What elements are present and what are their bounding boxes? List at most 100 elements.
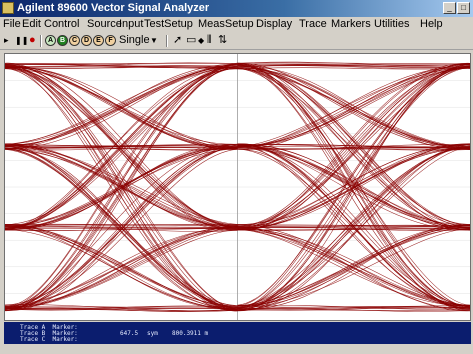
trace-c-button[interactable]: C xyxy=(69,35,80,46)
eye-trace xyxy=(5,224,238,307)
eye-trace xyxy=(237,148,470,150)
scale-icon[interactable]: ⫴ xyxy=(207,34,212,46)
eye-trace xyxy=(237,143,470,311)
menu-source[interactable]: Source xyxy=(87,18,122,30)
trace-c-marker-label: Trace C Marker: xyxy=(20,336,78,343)
eye-trace xyxy=(237,63,470,307)
eye-trace xyxy=(237,145,470,309)
menu-input[interactable]: Input xyxy=(119,18,144,30)
toolbar-separator xyxy=(40,35,42,47)
eye-diagram-display[interactable] xyxy=(4,53,471,321)
menu-control[interactable]: Control xyxy=(44,18,80,30)
eye-trace xyxy=(5,307,238,312)
eye-trace xyxy=(5,65,238,149)
trace-f-button[interactable]: F xyxy=(105,35,116,46)
mode-select-value[interactable]: Single xyxy=(119,34,150,46)
trace-b-marker-label: Trace B Marker: xyxy=(20,330,78,337)
eye-trace xyxy=(5,308,238,310)
eye-trace xyxy=(237,64,470,226)
eye-trace xyxy=(5,228,238,311)
eye-trace xyxy=(237,64,470,147)
eye-trace xyxy=(237,66,470,149)
eye-trace xyxy=(237,306,470,311)
eye-trace xyxy=(237,66,470,230)
menu-markers[interactable]: Markers xyxy=(331,18,371,30)
marker-readout-panel: Trace A Marker: Trace B Marker: Trace C … xyxy=(4,322,471,344)
eye-trace xyxy=(5,67,238,310)
eye-trace xyxy=(5,62,238,67)
eye-trace xyxy=(237,64,470,68)
menu-file[interactable]: File xyxy=(3,18,21,30)
eye-trace xyxy=(237,62,470,312)
trace-d-button[interactable]: D xyxy=(81,35,92,46)
marker-unit: sym xyxy=(147,330,158,337)
pointer-icon[interactable]: ➚ xyxy=(173,34,183,46)
marker-icon[interactable]: ◆ xyxy=(198,36,205,45)
eye-trace xyxy=(5,65,238,69)
eye-trace xyxy=(5,66,238,312)
eye-trace xyxy=(237,144,470,150)
eye-trace xyxy=(5,66,238,229)
menu-meassetup[interactable]: MeasSetup xyxy=(198,18,254,30)
eye-trace xyxy=(237,68,470,306)
eye-trace xyxy=(237,148,470,307)
marker-readout: 800.3911 m xyxy=(172,330,209,337)
eye-trace xyxy=(5,64,238,310)
eye-trace xyxy=(5,63,238,311)
play-icon[interactable]: ▸ xyxy=(4,35,9,45)
autoscale-icon[interactable]: ⇅ xyxy=(218,34,228,46)
trace-a-button[interactable]: A xyxy=(45,35,56,46)
eye-trace xyxy=(237,63,470,68)
eye-trace xyxy=(5,224,238,309)
maximize-icon[interactable]: □ xyxy=(457,2,470,14)
eye-trace xyxy=(5,147,238,227)
trace-e-button[interactable]: E xyxy=(93,35,104,46)
record-icon[interactable]: ● xyxy=(29,34,36,46)
eye-trace xyxy=(5,65,238,310)
eye-trace xyxy=(237,228,470,306)
eye-trace xyxy=(5,66,238,149)
eye-trace xyxy=(5,68,238,229)
eye-trace xyxy=(237,61,470,66)
eye-trace xyxy=(5,64,238,68)
title-bar: Agilent 89600 Vector Signal Analyzer _ □ xyxy=(0,0,473,17)
eye-trace xyxy=(5,67,238,311)
eye-trace xyxy=(237,226,470,312)
eye-trace xyxy=(5,65,238,69)
trace-a-marker-label: Trace A Marker: xyxy=(20,324,78,331)
menu-help[interactable]: Help xyxy=(420,18,443,30)
eye-diagram xyxy=(5,54,470,320)
trace-b-button[interactable]: B xyxy=(57,35,68,46)
menu-display[interactable]: Display xyxy=(256,18,293,30)
menu-edit[interactable]: Edit xyxy=(22,18,41,30)
pause-icon[interactable]: ❚❚ xyxy=(15,36,29,45)
eye-trace xyxy=(237,62,470,65)
eye-trace xyxy=(5,224,238,308)
eye-trace xyxy=(5,228,238,309)
eye-trace xyxy=(237,304,470,311)
zoom-box-icon[interactable]: ▭ xyxy=(186,34,197,46)
eye-trace xyxy=(5,67,238,69)
eye-trace xyxy=(5,66,238,307)
eye-trace xyxy=(5,305,238,309)
eye-trace xyxy=(237,65,470,148)
marker-value: 647.5 xyxy=(120,330,139,337)
eye-trace xyxy=(237,145,470,231)
menu-testsetup[interactable]: TestSetup xyxy=(144,18,193,30)
eye-trace xyxy=(237,144,470,148)
eye-trace xyxy=(5,66,238,311)
eye-trace xyxy=(237,227,470,307)
eye-trace xyxy=(237,66,470,230)
chevron-down-icon[interactable]: ▼ xyxy=(150,36,158,45)
app-icon xyxy=(2,2,14,14)
menu-utilities[interactable]: Utilities xyxy=(374,18,410,30)
menu-bar: File Edit Control Source Input TestSetup… xyxy=(0,17,473,33)
eye-trace xyxy=(5,144,238,150)
eye-trace xyxy=(5,65,238,148)
toolbar: ▸ ❚❚ ● A B C D E F Single ▼ ➚ ▭ ◆ ⫴ ⇅ xyxy=(0,33,473,50)
menu-trace[interactable]: Trace xyxy=(299,18,327,30)
eye-trace xyxy=(5,64,238,227)
minimize-icon[interactable]: _ xyxy=(443,2,456,14)
eye-trace xyxy=(5,63,238,67)
eye-trace xyxy=(5,68,238,231)
